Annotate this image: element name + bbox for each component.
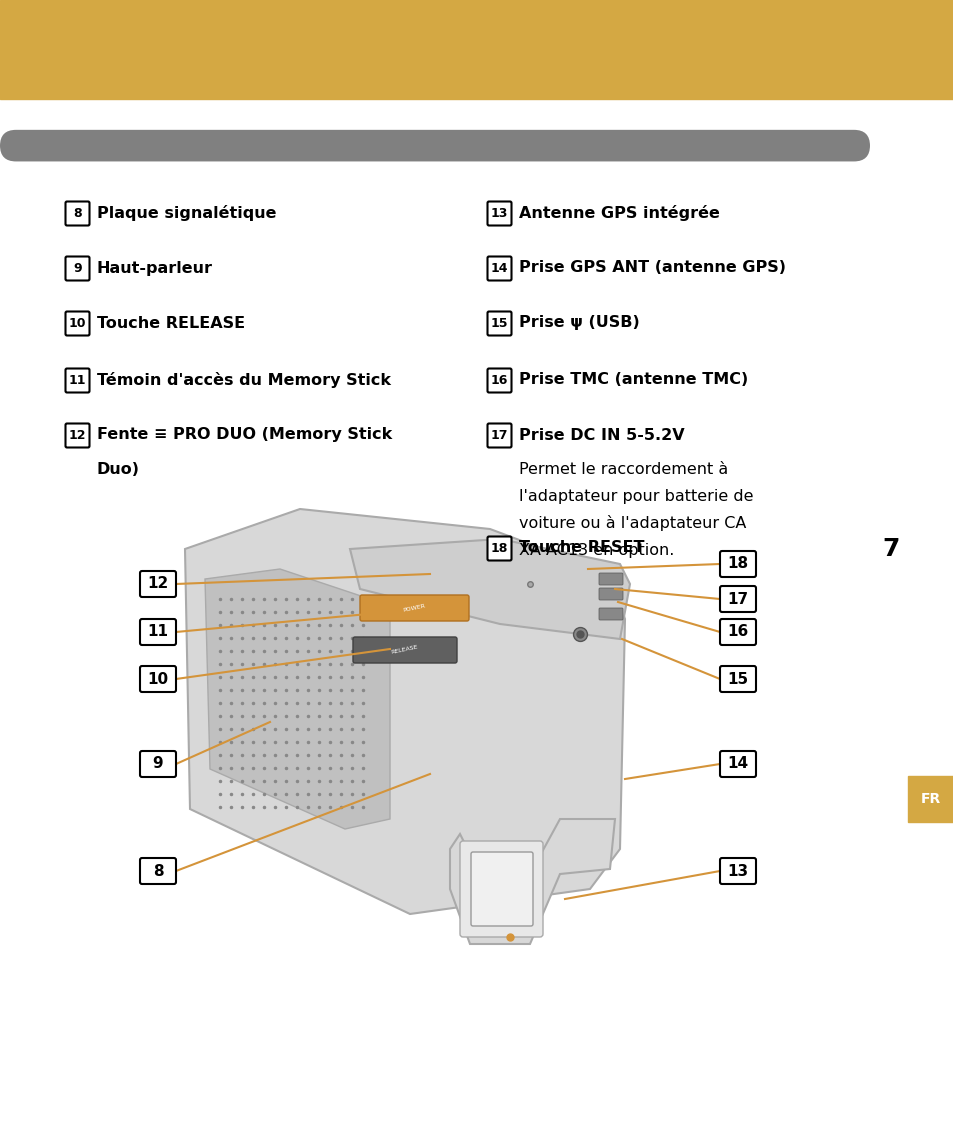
Text: Prise ψ (USB): Prise ψ (USB) [518, 315, 639, 331]
FancyBboxPatch shape [471, 852, 533, 926]
Bar [907, 776, 953, 822]
Text: Prise GPS ANT (antenne GPS): Prise GPS ANT (antenne GPS) [518, 261, 785, 275]
Text: 7: 7 [882, 537, 899, 561]
Text: 15: 15 [490, 317, 508, 330]
FancyBboxPatch shape [353, 637, 456, 663]
FancyBboxPatch shape [598, 574, 622, 585]
Text: 14: 14 [490, 262, 508, 275]
Polygon shape [350, 539, 629, 639]
FancyBboxPatch shape [140, 666, 175, 692]
FancyBboxPatch shape [720, 586, 755, 612]
Text: FR: FR [920, 793, 941, 806]
Polygon shape [185, 509, 624, 914]
FancyBboxPatch shape [140, 858, 175, 884]
FancyBboxPatch shape [487, 423, 511, 447]
Text: RELEASE: RELEASE [391, 645, 418, 655]
FancyBboxPatch shape [720, 858, 755, 884]
Text: 15: 15 [727, 672, 748, 686]
Text: 10: 10 [148, 672, 169, 686]
Text: 8: 8 [73, 207, 82, 220]
Text: 17: 17 [490, 429, 508, 441]
Text: 12: 12 [147, 577, 169, 592]
Text: 13: 13 [727, 864, 748, 878]
Text: 16: 16 [726, 624, 748, 639]
Text: Fente ≡ PRO DUO (Memory Stick: Fente ≡ PRO DUO (Memory Stick [97, 428, 392, 443]
Text: 9: 9 [152, 756, 163, 771]
FancyBboxPatch shape [459, 841, 542, 937]
Text: Duo): Duo) [97, 462, 140, 476]
FancyBboxPatch shape [140, 751, 175, 777]
FancyBboxPatch shape [66, 256, 90, 280]
FancyBboxPatch shape [487, 536, 511, 560]
FancyBboxPatch shape [66, 368, 90, 393]
Text: 9: 9 [73, 262, 82, 275]
FancyBboxPatch shape [598, 588, 622, 599]
Text: Permet le raccordement à: Permet le raccordement à [518, 462, 727, 476]
Polygon shape [450, 819, 615, 944]
Text: 11: 11 [148, 624, 169, 639]
FancyBboxPatch shape [66, 312, 90, 335]
FancyBboxPatch shape [66, 423, 90, 447]
Polygon shape [205, 569, 390, 829]
Text: Témoin d'accès du Memory Stick: Témoin d'accès du Memory Stick [97, 371, 391, 388]
Text: XA-AC13 en option.: XA-AC13 en option. [518, 543, 674, 558]
Text: POWER: POWER [402, 603, 425, 613]
FancyBboxPatch shape [487, 312, 511, 335]
Bar [0, 0, 953, 99]
Text: 18: 18 [727, 557, 748, 571]
Text: voiture ou à l'adaptateur CA: voiture ou à l'adaptateur CA [518, 515, 745, 531]
Text: Plaque signalétique: Plaque signalétique [97, 205, 276, 221]
FancyBboxPatch shape [0, 130, 869, 161]
Text: Antenne GPS intégrée: Antenne GPS intégrée [518, 205, 720, 221]
Text: 16: 16 [490, 374, 508, 387]
FancyBboxPatch shape [66, 201, 90, 226]
FancyBboxPatch shape [720, 666, 755, 692]
Text: Touche RELEASE: Touche RELEASE [97, 315, 245, 331]
Text: Touche RESET: Touche RESET [518, 541, 644, 555]
FancyBboxPatch shape [487, 256, 511, 280]
Text: 18: 18 [490, 542, 508, 555]
Text: 13: 13 [490, 207, 508, 220]
FancyBboxPatch shape [359, 595, 469, 621]
Text: l'adaptateur pour batterie de: l'adaptateur pour batterie de [518, 489, 753, 504]
Text: 10: 10 [69, 317, 86, 330]
FancyBboxPatch shape [487, 368, 511, 393]
Text: Prise DC IN 5-5.2V: Prise DC IN 5-5.2V [518, 428, 684, 443]
Text: 11: 11 [69, 374, 86, 387]
Text: 8: 8 [152, 864, 163, 878]
Text: 17: 17 [727, 592, 748, 606]
Text: 14: 14 [727, 756, 748, 771]
FancyBboxPatch shape [487, 201, 511, 226]
FancyBboxPatch shape [720, 551, 755, 577]
FancyBboxPatch shape [720, 751, 755, 777]
FancyBboxPatch shape [140, 619, 175, 645]
FancyBboxPatch shape [140, 571, 175, 597]
FancyBboxPatch shape [598, 609, 622, 620]
Text: 12: 12 [69, 429, 86, 441]
FancyBboxPatch shape [720, 619, 755, 645]
Text: Prise TMC (antenne TMC): Prise TMC (antenne TMC) [518, 373, 747, 387]
Text: Haut-parleur: Haut-parleur [97, 261, 213, 275]
